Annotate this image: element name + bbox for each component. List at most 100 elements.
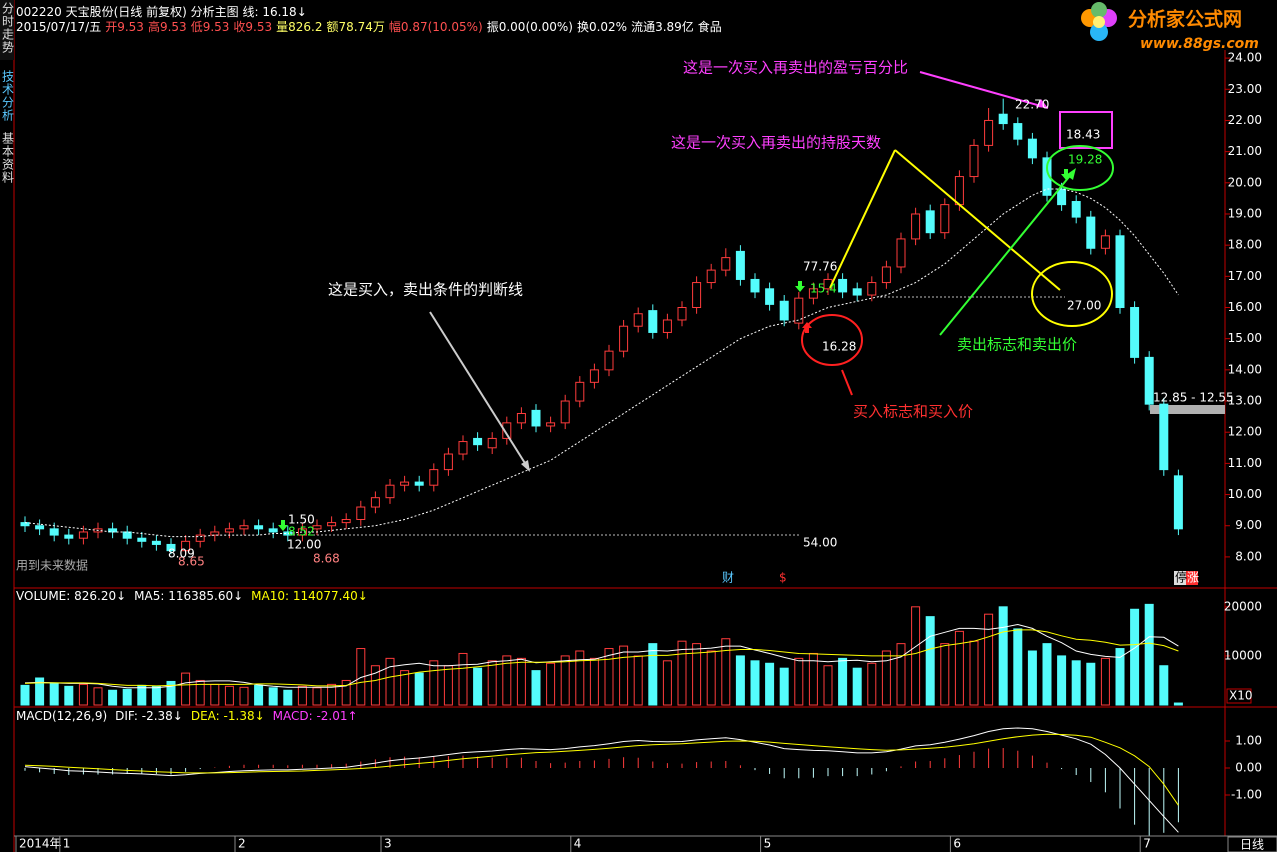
y-tick-label: 20.00 (1228, 175, 1262, 189)
header-item: 开9.53 (105, 20, 144, 34)
candle-body (852, 288, 862, 296)
y-tick-label: 10.00 (1228, 487, 1262, 501)
side-tab[interactable]: 分时走势 (1, 2, 15, 54)
y-tick-label: 22.00 (1228, 113, 1262, 127)
annotation: 这是一次买入再卖出的盈亏百分比 (683, 59, 908, 77)
event-marker[interactable]: 停 (1175, 570, 1187, 585)
annotation: 这是买入，卖出条件的判断线 (328, 281, 523, 299)
candle-body (195, 534, 205, 542)
logo-petal (1091, 2, 1107, 18)
legend-entry: MA5: 116385.60↓ (134, 589, 243, 603)
volume-bar (487, 660, 497, 706)
candle-body (1173, 475, 1183, 530)
logo-title: 分析家公式网 (1128, 8, 1242, 31)
volume-bar (429, 660, 439, 706)
x-tick-label: 1 (63, 837, 71, 851)
volume-bar (677, 640, 687, 706)
candle-body (1057, 188, 1067, 206)
candle-body (151, 540, 161, 545)
volume-bar (546, 662, 556, 706)
volume-bar (181, 672, 191, 706)
volume-bar (1144, 603, 1154, 706)
candle-body (1100, 235, 1110, 249)
volume-bar (881, 650, 891, 706)
period-label[interactable]: 日线 (1240, 838, 1264, 852)
volume-bar (268, 687, 278, 706)
candle-body (838, 278, 848, 293)
volume-bar (195, 679, 205, 706)
legend-entry: DIF: -2.38↓ (115, 709, 183, 723)
header-item: 额78.74万 (327, 20, 385, 34)
volume-bar (940, 643, 950, 706)
candle-body (998, 113, 1008, 125)
volume-bar (312, 687, 322, 706)
x-tick-label: 2014年 (19, 837, 62, 851)
candle-body (341, 518, 351, 524)
candle-body (254, 525, 264, 530)
header-item: 幅0.87(10.05%) (389, 19, 483, 34)
event-marker[interactable]: $ (779, 571, 787, 585)
candle-body (794, 297, 804, 324)
period-tab[interactable] (1227, 836, 1277, 852)
dea-line (24, 733, 1179, 806)
candle-body (867, 282, 877, 296)
candle-body (531, 409, 541, 427)
logo: 分析家公式网 www.88gs.com (1081, 2, 1259, 52)
candle-body (1042, 157, 1052, 196)
y-tick-label: 15.00 (1228, 331, 1262, 345)
candle-body (969, 144, 979, 178)
volume-bar (78, 683, 88, 706)
side-tab[interactable]: 基本资料 (1, 132, 15, 184)
volume-bar (998, 606, 1008, 706)
volume-bar (1042, 643, 1052, 706)
highlight-box (1059, 111, 1113, 149)
price-label: 12.00 (287, 538, 321, 552)
volume-bar (604, 648, 614, 706)
volume-bar (575, 650, 585, 706)
legend-entry: VOLUME: 826.20↓ (16, 589, 126, 603)
sell-flag (278, 520, 288, 531)
volume-bar (400, 670, 410, 706)
candle-body (662, 319, 672, 333)
y-tick-label: 10000 (1224, 648, 1262, 662)
legend-entry: MACD: -2.01↑ (273, 709, 358, 723)
volume-ma (24, 629, 1179, 687)
volume-bar (984, 613, 994, 706)
header-item: 流通3.89亿 (631, 19, 694, 34)
highlight-circle (1046, 145, 1114, 191)
side-tab[interactable]: 技术分析 (1, 70, 15, 122)
volume-bar (1159, 665, 1169, 706)
judgment-line (24, 188, 1179, 538)
buy-flag (802, 322, 812, 333)
annotation: 卖出标志和卖出价 (957, 336, 1077, 354)
candle-body (429, 469, 439, 486)
arrow (919, 71, 1049, 109)
marker-bg (1174, 571, 1186, 585)
candle-body (297, 528, 307, 536)
y-tick-label: 8.00 (1235, 549, 1262, 563)
arrow (939, 171, 1074, 336)
header-item: 换0.02% (577, 20, 627, 34)
marker-bg (1186, 571, 1198, 585)
volume-bar (1013, 628, 1023, 706)
volume-bar (1071, 660, 1081, 706)
event-marker[interactable]: 财 (722, 571, 734, 585)
x-tick-label: 7 (1143, 837, 1151, 851)
highlight-circle (801, 314, 863, 366)
volume-bar (502, 655, 512, 706)
arrow (841, 369, 853, 396)
candle-body (1144, 356, 1154, 405)
volume-bar (64, 685, 74, 706)
candle-body (210, 531, 220, 536)
header-line: 2015/07/17/五 开9.53 高9.53 低9.53 收9.53 量826.2 额7… (16, 19, 722, 34)
volume-bar (210, 683, 220, 706)
event-marker[interactable]: 涨 (1187, 570, 1199, 585)
y-tick-label: 14.00 (1228, 362, 1262, 376)
candle-body (575, 381, 585, 402)
y-tick-label: 18.00 (1228, 238, 1262, 252)
candle-body (35, 525, 45, 530)
candle-body (954, 176, 964, 206)
candle-body (560, 400, 570, 424)
volume-bar (385, 657, 395, 706)
price-label: 8.09 (168, 547, 195, 561)
